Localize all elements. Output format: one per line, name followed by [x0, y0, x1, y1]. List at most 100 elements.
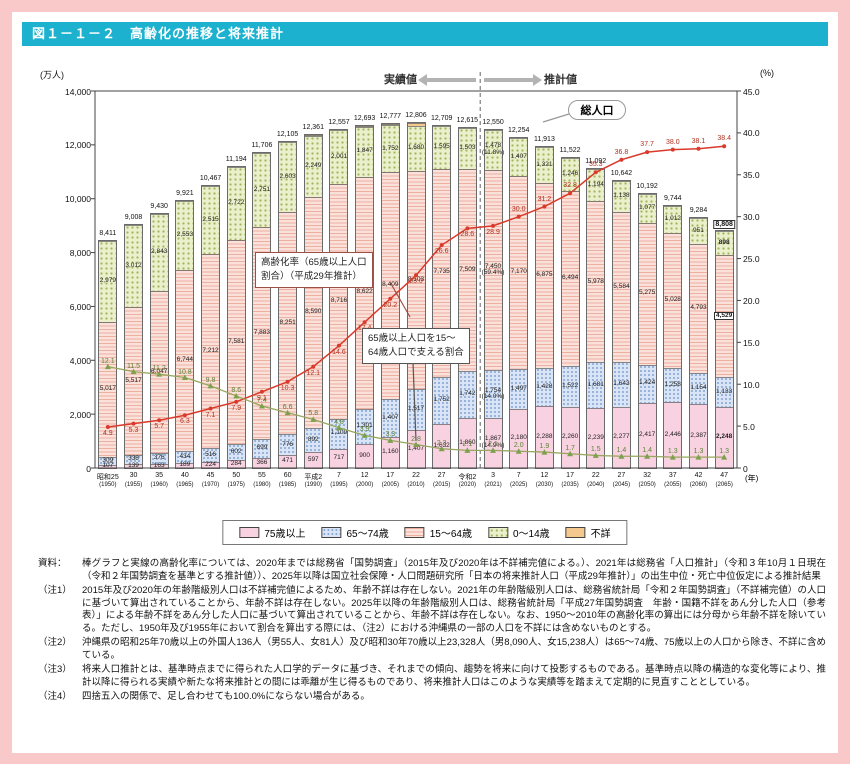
bar-column: 2,515 7,212 516 224	[201, 185, 221, 469]
right-axis-tick-label: 30.0	[743, 212, 760, 223]
bar-segment-value: 366	[256, 458, 268, 466]
bar-segment-65-74: 1,754 (14.0%)	[481, 370, 505, 418]
x-axis-year-label: (1970)	[201, 482, 220, 488]
support-ratio-value: 4.8	[334, 418, 344, 426]
note-text: 棒グラフと実線の高齢化率については、2020年までは総務省「国勢調査」（2015…	[82, 558, 826, 582]
bar-segment-value: 8,622	[356, 288, 373, 296]
x-axis-year-label: (2025)	[510, 482, 528, 488]
right-axis-unit: (%)	[760, 68, 774, 78]
bar-segment-value: 1,407	[510, 152, 527, 160]
x-axis-era-label: 令和2	[458, 474, 477, 481]
bar-segment-0-14: 2,843	[150, 214, 168, 291]
bar-segment-0-14: 1,194	[587, 169, 605, 202]
bar-segment-value: 2,387	[690, 431, 707, 439]
bar-segment-65-74: 1,154	[689, 372, 707, 404]
aging-rate-value: 6.3	[180, 418, 190, 426]
bar-segment-value: 2,249	[305, 162, 322, 170]
bar-segment-value: 1,194	[587, 181, 604, 189]
bar-segment-value: 2,553	[176, 230, 194, 238]
bar-segment-value: 2,722	[228, 199, 245, 207]
bar-segment-percent: (59.4%)	[481, 269, 505, 277]
bar-column: 2,603 8,251 776 471	[278, 141, 298, 469]
support-ratio-value: 12.1	[101, 357, 115, 365]
bar-segment-percent: (14.0%)	[481, 393, 505, 401]
bar-segment-0-14: 1,752	[381, 125, 399, 173]
bar-segment-value: 5,584	[613, 282, 630, 290]
bar-segment-75plus: 2,387	[689, 403, 707, 468]
support-ratio-value: 1.5	[590, 446, 601, 454]
bar-segment-value: 516	[205, 450, 216, 458]
support-ratio-value: 10.8	[178, 368, 192, 376]
aging-rate-marker	[619, 157, 624, 162]
total-population-value: 10,642	[610, 170, 633, 178]
x-axis-era-label: 47	[720, 472, 729, 479]
bar-segment-65-74: 1,133	[715, 376, 733, 408]
bar-column: 898 4,529 1,133 2,248	[714, 229, 735, 469]
bar-segment-0-14: 1,478 (11.8%)	[482, 130, 504, 170]
right-axis-tick-label: 35.0	[743, 170, 760, 181]
legend-item: 不詳	[565, 525, 611, 540]
bar-segment-value: 4,793	[690, 303, 707, 311]
bar-segment-0-14: 2,751	[253, 152, 271, 228]
bar-segment-0-14: 1,321	[535, 147, 553, 183]
bar-segment-15-64: 7,212	[202, 253, 220, 449]
right-axis-tick-label: 10.0	[743, 379, 760, 390]
note-row: （注1） 2015年及び2020年の年齢階級別人口は不詳補完値によるため、年齢不詳…	[38, 585, 826, 635]
projected-values-arrow	[484, 74, 542, 86]
legend-item: 0〜14歳	[487, 525, 550, 540]
bar-segment-0-14: 3,012	[125, 225, 143, 307]
bar-segment-value: 5,978	[587, 277, 604, 285]
bar-segment-value: 1,742	[459, 390, 476, 398]
bar-segment-15-64: 7,450 (59.4%)	[481, 169, 505, 371]
bar-segment-value: 6,875	[536, 271, 553, 279]
bar-segment-value: 5,275	[638, 289, 656, 297]
left-axis-tick-label: 8,000	[69, 248, 91, 259]
total-population-value: 11,522	[559, 146, 581, 154]
support-ratio-value: 1.4	[642, 447, 652, 455]
bar-segment-75plus: 139	[125, 462, 143, 468]
bar-segment-value: 8,716	[330, 297, 348, 305]
support-ratio-value: 2.1	[462, 441, 473, 449]
right-axis-tick-label: 15.0	[743, 337, 760, 348]
x-axis-year-label: (1960)	[150, 482, 168, 488]
support-ratio-value: 6.6	[282, 403, 293, 411]
x-axis-era-label: 55	[258, 472, 266, 479]
aging-rate-callout-line1: 高齢化率（65歳以上人口	[261, 257, 367, 268]
bar-segment-value: 2,751	[253, 185, 271, 193]
bar-segment-value: 1,258	[664, 380, 681, 388]
note-label: 資料：	[38, 558, 67, 569]
x-axis-era-label: 27	[437, 472, 446, 479]
support-ratio-value: 2.3	[436, 439, 447, 447]
support-ratio-value: 9.8	[205, 376, 216, 384]
support-ratio-callout: 65歳以上人口を15〜 64歳人口で支える割合	[362, 328, 470, 364]
bar-segment-value: 1,133	[716, 387, 733, 395]
bar-segment-75plus: 2,446	[664, 402, 682, 468]
bar-segment-value: 5,017	[99, 384, 116, 392]
aging-rate-marker	[645, 150, 650, 155]
legend-label: 75歳以上	[264, 529, 306, 540]
x-axis-year-label: (2015)	[433, 482, 451, 488]
bar-segment-65-74: 776	[279, 434, 297, 456]
support-ratio-value: 5.8	[308, 410, 319, 418]
support-ratio-value: 1.3	[693, 448, 704, 456]
x-axis-year-label: (2040)	[587, 482, 605, 488]
bar-segment-value: 2,603	[279, 172, 296, 180]
bar-segment-value: 1,503	[459, 144, 476, 152]
bar-segment-value: 7,212	[202, 346, 219, 354]
bar-segment-65-74: 699	[253, 439, 271, 459]
bar-segment-value: 434	[179, 452, 191, 460]
bar-segment-15-64: 8,590	[304, 196, 322, 428]
bar-segment-value: 699	[256, 444, 268, 452]
note-label: （注1）	[38, 585, 72, 597]
bar-segment-65-74: 1,258	[664, 368, 682, 403]
bar-segment-value: 1,246	[561, 170, 579, 178]
bar-segment-65-74: 602	[227, 444, 245, 461]
x-axis-year-label: (1975)	[227, 482, 245, 488]
bar-segment-65-74: 1,681	[587, 362, 605, 408]
bar-segment-0-14: 1,138	[612, 181, 630, 213]
bar-segment-value: 1,077	[638, 203, 656, 211]
aging-rate-marker	[696, 146, 701, 151]
bar-segment-75plus: 284	[227, 460, 245, 468]
total-population-value: 8,411	[99, 230, 117, 238]
bar-segment-value: 2,843	[151, 248, 168, 256]
